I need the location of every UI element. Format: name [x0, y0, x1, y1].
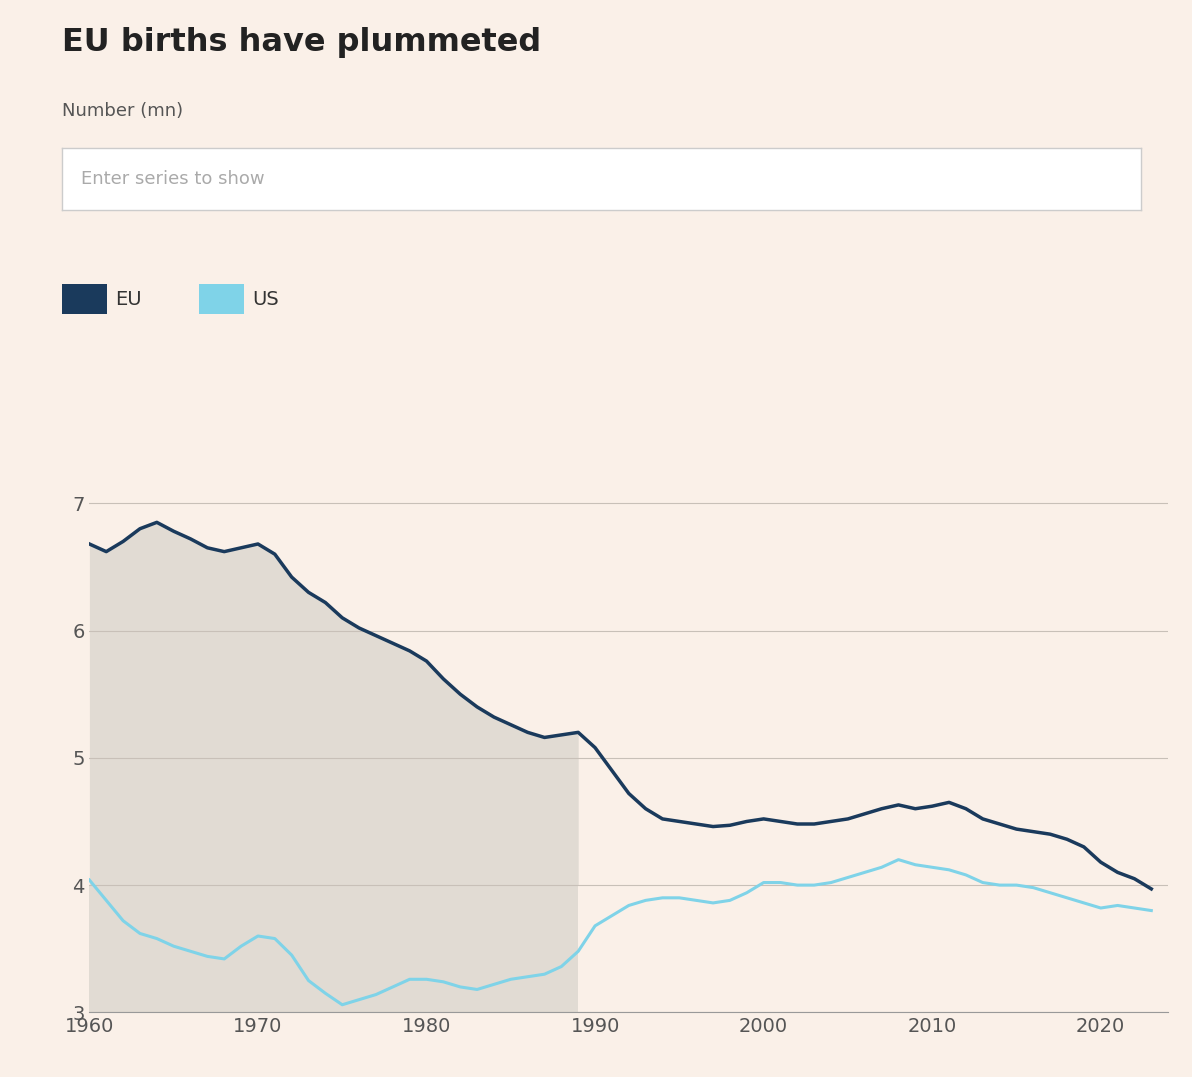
Text: Number (mn): Number (mn): [62, 102, 184, 121]
Text: Enter series to show: Enter series to show: [81, 170, 265, 187]
Text: EU births have plummeted: EU births have plummeted: [62, 27, 541, 58]
Text: US: US: [253, 290, 279, 309]
Text: EU: EU: [116, 290, 142, 309]
